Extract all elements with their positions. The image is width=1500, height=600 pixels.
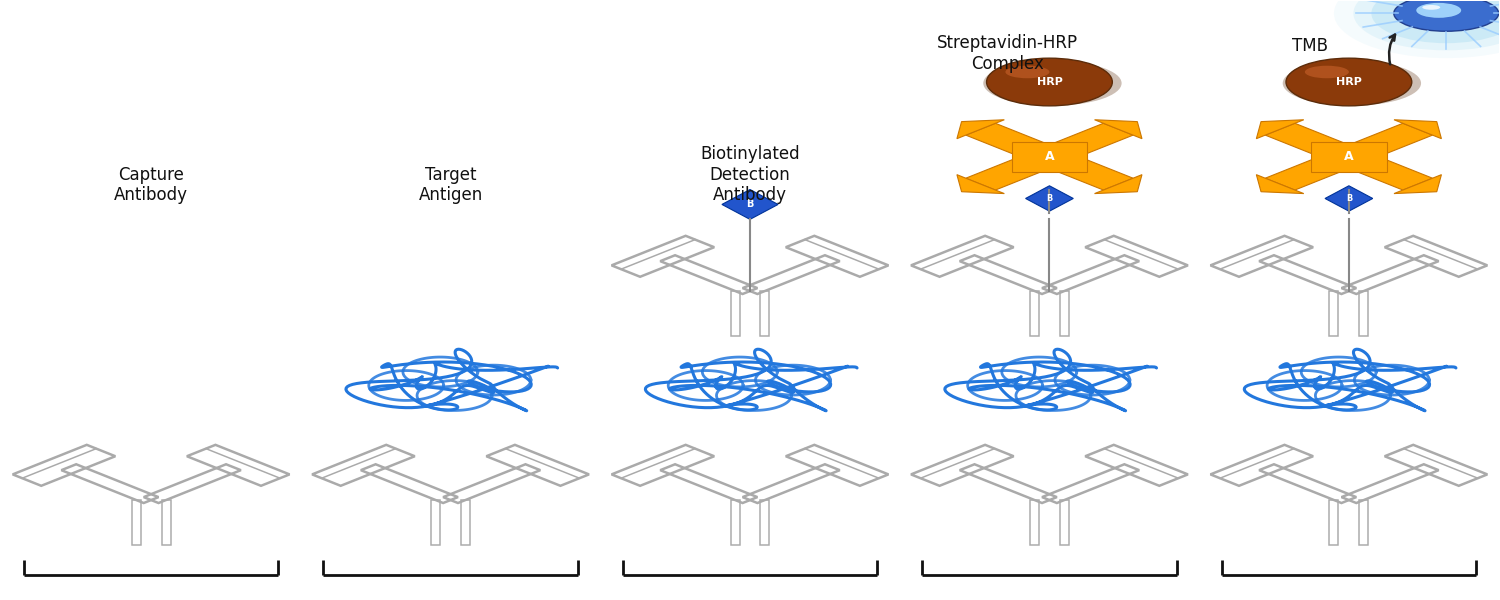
- Ellipse shape: [1005, 66, 1050, 78]
- Polygon shape: [1257, 120, 1304, 139]
- Text: Target
Antigen: Target Antigen: [419, 166, 483, 205]
- Bar: [730, 500, 740, 545]
- Polygon shape: [1095, 175, 1142, 194]
- Text: TMB: TMB: [1292, 37, 1328, 55]
- Text: HRP: HRP: [1336, 77, 1362, 87]
- Ellipse shape: [1416, 3, 1461, 18]
- Bar: [1011, 142, 1088, 172]
- Bar: [1030, 291, 1039, 336]
- Polygon shape: [1095, 120, 1142, 139]
- Bar: [1359, 500, 1368, 545]
- Polygon shape: [1266, 124, 1364, 163]
- Ellipse shape: [987, 58, 1113, 106]
- Bar: [1030, 500, 1039, 545]
- Ellipse shape: [984, 61, 1122, 106]
- Bar: [1329, 291, 1338, 336]
- Text: A: A: [1044, 150, 1054, 163]
- Bar: [760, 291, 770, 336]
- Bar: [132, 500, 141, 545]
- Polygon shape: [1334, 124, 1432, 163]
- Bar: [1329, 500, 1338, 545]
- Text: A: A: [1344, 150, 1353, 163]
- Polygon shape: [1394, 175, 1441, 194]
- Polygon shape: [1257, 175, 1304, 194]
- Polygon shape: [1026, 186, 1074, 211]
- Text: Streptavidin-HRP
Complex: Streptavidin-HRP Complex: [938, 34, 1078, 73]
- Ellipse shape: [1286, 58, 1412, 106]
- Bar: [460, 500, 470, 545]
- Polygon shape: [1324, 186, 1372, 211]
- Polygon shape: [1035, 124, 1132, 163]
- Text: Biotinylated
Detection
Antibody: Biotinylated Detection Antibody: [700, 145, 800, 205]
- Bar: [162, 500, 171, 545]
- Bar: [1359, 291, 1368, 336]
- Circle shape: [1353, 0, 1500, 50]
- Bar: [430, 500, 439, 545]
- Ellipse shape: [1305, 66, 1348, 78]
- Ellipse shape: [1394, 0, 1498, 31]
- Circle shape: [1371, 0, 1500, 43]
- Polygon shape: [957, 175, 1005, 194]
- Bar: [1060, 500, 1070, 545]
- Bar: [1060, 291, 1070, 336]
- Ellipse shape: [1422, 5, 1440, 10]
- Text: Capture
Antibody: Capture Antibody: [114, 166, 188, 205]
- Circle shape: [1334, 0, 1500, 58]
- Polygon shape: [957, 120, 1005, 139]
- Text: B: B: [1346, 194, 1352, 203]
- Ellipse shape: [1282, 61, 1420, 106]
- Text: B: B: [1047, 194, 1053, 203]
- Polygon shape: [1334, 151, 1432, 190]
- Polygon shape: [1035, 151, 1132, 190]
- Polygon shape: [966, 151, 1065, 190]
- Polygon shape: [722, 190, 778, 220]
- Text: HRP: HRP: [1036, 77, 1062, 87]
- Text: B: B: [747, 199, 753, 209]
- Polygon shape: [1266, 151, 1364, 190]
- Bar: [730, 291, 740, 336]
- Bar: [1311, 142, 1386, 172]
- Bar: [760, 500, 770, 545]
- Polygon shape: [966, 124, 1065, 163]
- Polygon shape: [1394, 120, 1441, 139]
